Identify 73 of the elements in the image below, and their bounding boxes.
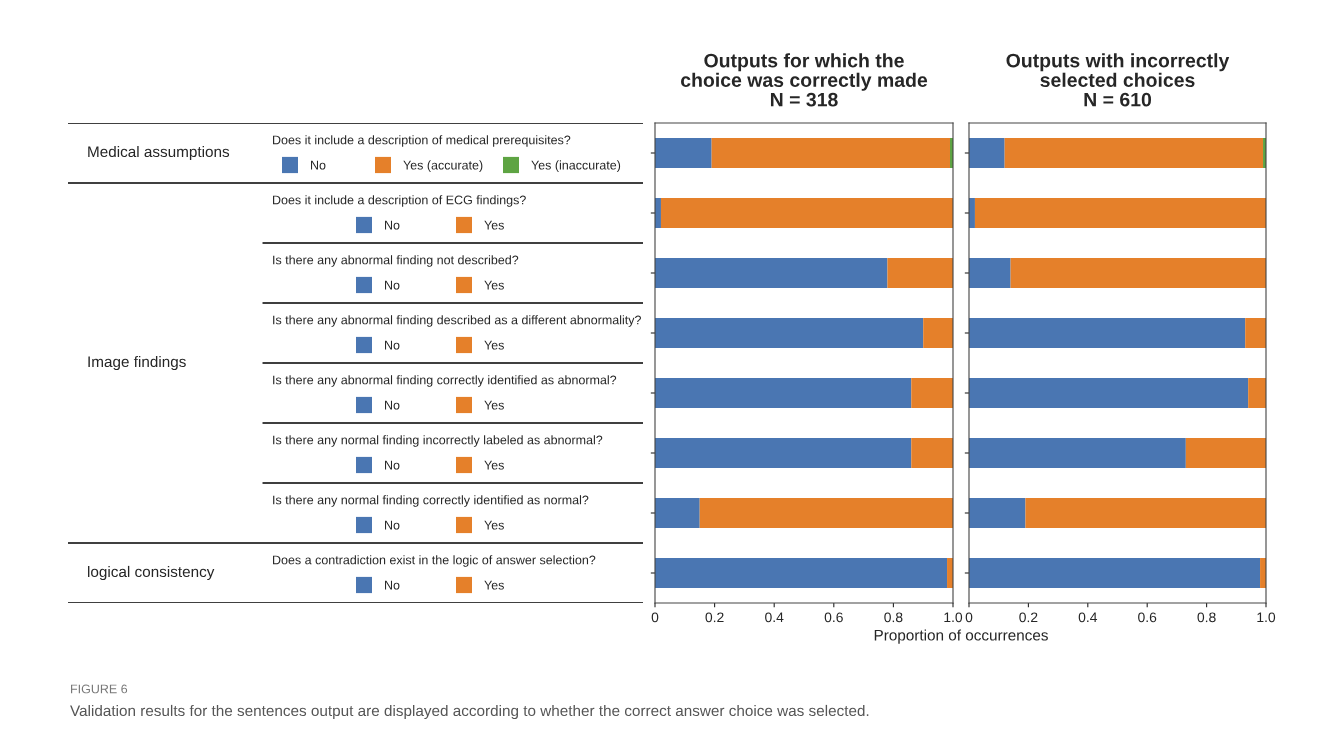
text: No — [311, 160, 326, 170]
bar — [923, 318, 953, 348]
bar — [1185, 438, 1266, 468]
bar — [699, 498, 953, 528]
category-label: logical consistency — [88, 565, 215, 581]
x-axis-title: Proportion of occurrences — [874, 629, 1048, 644]
bar — [1248, 378, 1266, 408]
category-label: Is there any abnormal finding correctly identified as abnormal? — [273, 375, 617, 387]
x-tick-label: 0.6 — [1138, 612, 1157, 623]
bar — [911, 438, 953, 468]
x-tick-label: 0.8 — [884, 612, 903, 623]
bar — [969, 378, 1249, 408]
text: No — [385, 280, 400, 290]
category-label: Image findings — [88, 355, 186, 371]
bar — [969, 258, 1011, 288]
text: Yes — [484, 520, 504, 530]
text: No — [385, 220, 400, 230]
x-tick-label: 0.4 — [1078, 612, 1098, 623]
bar — [1025, 498, 1266, 528]
text: No — [385, 520, 400, 530]
category-label: Is there any abnormal finding described as a different abnormality? — [273, 315, 641, 327]
caption: FIGURE 6 — [71, 684, 128, 694]
text: Yes — [484, 460, 504, 470]
bar — [655, 378, 912, 408]
text: Yes (accurate) — [403, 160, 483, 173]
bar — [711, 138, 951, 168]
x-tick-label: 1.0 — [944, 612, 963, 623]
category-label: Does a contradiction exist in the logic of answer selection? — [273, 555, 596, 567]
x-tick-label: 1.0 — [1257, 612, 1276, 623]
text: No — [385, 340, 400, 350]
category-label: Does it include a description of ECG findings? — [273, 195, 526, 207]
text: Yes — [484, 400, 504, 410]
x-tick-label: 0.6 — [824, 612, 843, 623]
text: Yes (inaccurate) — [531, 160, 621, 173]
text: No — [385, 460, 400, 470]
text: Yes — [484, 280, 504, 290]
bar — [911, 378, 953, 408]
x-tick-label: 0.8 — [1197, 612, 1216, 623]
text: Yes — [484, 220, 504, 230]
x-tick-label: 0 — [965, 612, 973, 623]
bar — [655, 438, 912, 468]
text: No — [385, 580, 400, 590]
bar — [969, 318, 1246, 348]
chart-title: Outputs for which the choice was correctly made N = 318 — [681, 53, 928, 107]
bar — [969, 558, 1261, 588]
text: Validation results for the sentences output are displayed according to whether the correct answer choice was selected. — [70, 704, 869, 720]
bar — [1245, 318, 1266, 348]
bar — [1010, 258, 1266, 288]
bar — [969, 498, 1026, 528]
x-tick-label: 0.2 — [1019, 612, 1038, 623]
x-tick-label: 0 — [651, 612, 659, 623]
text: No — [385, 400, 400, 410]
bar — [655, 258, 888, 288]
category-label: Medical assumptions — [88, 145, 230, 161]
bar — [660, 198, 953, 228]
category-label: Is there any normal finding incorrectly labeled as abnormal? — [273, 435, 603, 447]
x-tick-label: 0.4 — [765, 612, 784, 623]
text: Yes — [484, 580, 504, 590]
bar — [974, 198, 1266, 228]
bar — [969, 438, 1186, 468]
bar — [655, 558, 948, 588]
bar — [969, 138, 1005, 168]
text: Yes — [484, 340, 504, 350]
bar — [1004, 138, 1264, 168]
bar — [655, 318, 924, 348]
x-tick-label: 0.2 — [705, 612, 724, 623]
category-label: Is there any normal finding correctly identified as normal? — [273, 495, 589, 507]
bar — [655, 138, 712, 168]
category-label: Does it include a description of medical prerequisites? — [273, 135, 571, 147]
chart-title: Outputs with incorrectly selected choices N = 610 — [1006, 53, 1230, 107]
category-label: Is there any abnormal finding not described? — [273, 255, 519, 267]
bar — [655, 498, 700, 528]
bar — [887, 258, 953, 288]
